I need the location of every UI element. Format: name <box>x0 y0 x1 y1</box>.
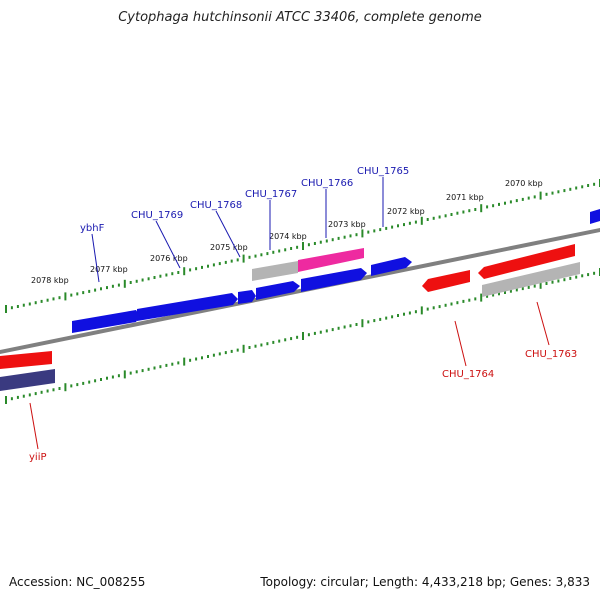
label-chu1769[interactable]: CHU_1769 <box>131 210 183 221</box>
gene-arrow-partial-right[interactable] <box>590 209 600 224</box>
leader-chu1768 <box>215 210 241 258</box>
gene-arrow-chu1764[interactable] <box>422 270 470 292</box>
label-chu1767[interactable]: CHU_1767 <box>245 189 297 200</box>
forward-genes <box>72 209 600 333</box>
gene-arrow-chu1763-pseudo[interactable] <box>482 262 580 297</box>
label-chu1766[interactable]: CHU_1766 <box>301 178 353 189</box>
gene-arrow-chu1763[interactable] <box>478 244 575 279</box>
leader-chu1764 <box>454 320 467 367</box>
leader-ybhf <box>91 233 100 283</box>
gene-arrow-chu1768[interactable] <box>238 290 256 304</box>
kbp-label-2078: 2078 kbp <box>31 276 69 285</box>
kbp-label-2077: 2077 kbp <box>90 265 128 274</box>
kbp-label-2076: 2076 kbp <box>150 254 188 263</box>
lower-tick-track <box>5 268 600 404</box>
kbp-label-2071: 2071 kbp <box>446 193 484 202</box>
label-ybhf[interactable]: ybhF <box>80 223 105 234</box>
leader-yiip <box>29 402 39 450</box>
upper-tick-track <box>5 179 600 313</box>
map-title: Cytophaga hutchinsonii ATCC 33406, compl… <box>118 10 482 25</box>
leader-chu1769 <box>155 220 181 269</box>
kbp-label-2070: 2070 kbp <box>505 179 543 188</box>
gene-arrow-left-red[interactable] <box>0 351 52 369</box>
kbp-label-2072: 2072 kbp <box>387 207 425 216</box>
kbp-label-2073: 2073 kbp <box>328 220 366 229</box>
gene-arrow-chu1767-pseudo[interactable] <box>252 261 298 281</box>
reverse-genes <box>0 244 580 391</box>
gene-arrow-ybhf[interactable] <box>72 310 140 333</box>
gene-arrow-chu1765[interactable] <box>371 257 412 276</box>
gene-arrow-chu1766[interactable] <box>301 268 367 292</box>
label-yiip[interactable]: yiiP <box>29 452 47 463</box>
genome-summary-text: Topology: circular; Length: 4,433,218 bp… <box>260 575 590 589</box>
label-chu1763[interactable]: CHU_1763 <box>525 349 577 360</box>
kbp-label-2074: 2074 kbp <box>269 232 307 241</box>
kbp-label-2075: 2075 kbp <box>210 243 248 252</box>
label-chu1765[interactable]: CHU_1765 <box>357 166 409 177</box>
gene-arrow-yiip[interactable] <box>0 369 55 391</box>
leader-chu1763 <box>536 301 550 346</box>
gene-arrow-chu1766-rna[interactable] <box>298 248 364 272</box>
accession-text: Accession: NC_008255 <box>9 575 146 589</box>
gene-arrow-chu1769[interactable] <box>137 293 238 321</box>
genome-backbone <box>0 227 600 355</box>
label-chu1768[interactable]: CHU_1768 <box>190 200 242 211</box>
label-chu1764[interactable]: CHU_1764 <box>442 369 494 380</box>
gene-arrow-chu1767[interactable] <box>256 281 300 300</box>
